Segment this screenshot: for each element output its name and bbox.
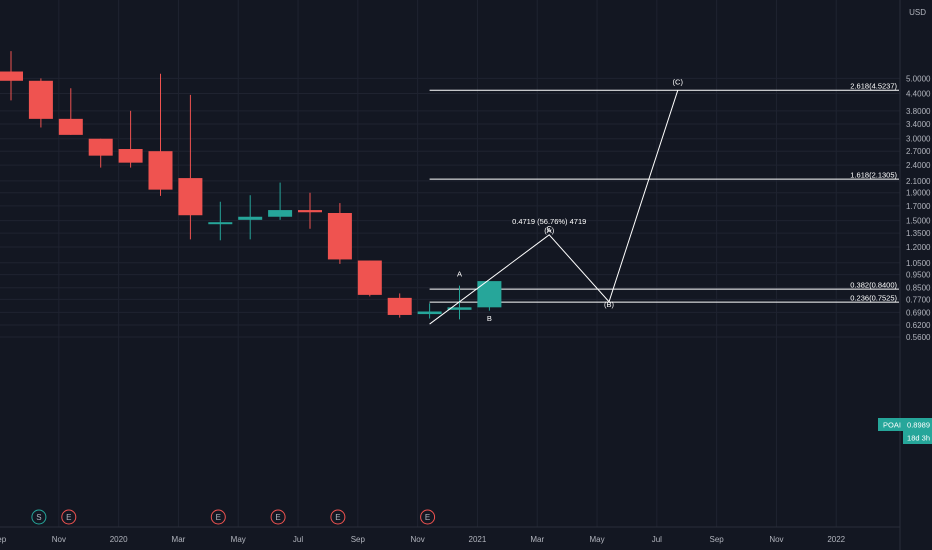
x-tick-label: Jul (293, 535, 303, 544)
x-tick-label: Jul (652, 535, 662, 544)
x-tick-label: 2022 (827, 535, 845, 544)
candle-body[interactable] (178, 178, 203, 216)
fib-label: 1.618(2.1305) (850, 171, 897, 180)
x-tick-label: May (589, 535, 604, 544)
x-tick-label: Mar (530, 535, 544, 544)
candle-body[interactable] (477, 281, 502, 308)
x-tick-label: Mar (172, 535, 186, 544)
event-marker-circle[interactable] (31, 509, 47, 525)
event-marker-circle[interactable] (61, 509, 77, 525)
countdown-label: 18d 3h (907, 434, 930, 443)
y-tick-label: 5.0000 (906, 74, 931, 83)
y-tick-label: 0.7700 (906, 295, 931, 304)
x-tick-label: Sep (351, 535, 366, 544)
wave-label: (B) (604, 300, 615, 309)
ticker-value: 0.8989 (907, 421, 930, 430)
candle-body[interactable] (0, 71, 23, 81)
event-marker-label: E (66, 513, 71, 522)
y-tick-label: 1.9000 (906, 189, 931, 198)
y-tick-label: 1.3500 (906, 229, 931, 238)
currency-label: USD (909, 8, 926, 17)
candle-body[interactable] (298, 210, 322, 213)
grid-lines (0, 0, 900, 527)
x-tick-label: Nov (411, 535, 425, 544)
x-axis: Sep Nov 2020 Mar May Jul Sep Nov 2021 Mar May Jul Se… (0, 535, 846, 544)
y-tick-label: 0.6200 (906, 321, 931, 330)
candle-body[interactable] (238, 216, 263, 220)
y-tick-label: 1.5000 (906, 217, 931, 226)
y-tick-label: 3.4000 (906, 120, 931, 129)
y-tick-label: 2.1000 (906, 177, 931, 186)
wave-label: (A) (544, 226, 555, 235)
event-marker-label: S (36, 513, 41, 522)
x-tick-label: Sep (0, 535, 7, 544)
candle-body[interactable] (148, 151, 173, 190)
candle-body[interactable] (28, 80, 53, 119)
fib-label: 0.236(0.7525) (850, 294, 897, 303)
candle-body[interactable] (88, 138, 113, 156)
candle-body[interactable] (447, 307, 472, 310)
wave-label: A (457, 269, 462, 278)
event-marker-label: E (275, 513, 280, 522)
x-tick-label: 2020 (110, 535, 128, 544)
event-marker-circle[interactable] (210, 509, 226, 525)
y-tick-label: 0.9500 (906, 271, 931, 280)
candle-body[interactable] (268, 210, 293, 217)
measure-label: 0.4719 (56.76%) 4719 (512, 217, 586, 226)
wave-line[interactable] (429, 90, 679, 325)
wave-drawing[interactable]: A B C(A) (B) (C) 0.4719 (56.76%) 4719 (429, 77, 684, 325)
candle-body[interactable] (417, 311, 442, 315)
ticker-badge[interactable]: POAI 0.8989 18d 3h (878, 418, 932, 444)
y-tick-label: 1.0500 (906, 259, 931, 268)
y-tick-label: 3.0000 (906, 135, 931, 144)
wave-label: (C) (673, 77, 684, 86)
wave-label: B (487, 314, 492, 323)
candle-body[interactable] (208, 222, 233, 225)
event-marker-circle[interactable] (330, 509, 346, 525)
x-tick-label: Sep (710, 535, 725, 544)
fib-levels: 2.618(4.5237) 1.618(2.1305) 0.382(0.8400) 0… (429, 82, 899, 303)
event-marker-label: E (335, 513, 340, 522)
x-tick-label: May (231, 535, 246, 544)
y-tick-label: 2.7000 (906, 147, 931, 156)
y-tick-label: 4.4000 (906, 90, 931, 99)
fib-label: 2.618(4.5237) (850, 82, 897, 91)
event-marker-circle[interactable] (270, 509, 286, 525)
y-tick-label: 1.2000 (906, 243, 931, 252)
x-tick-label: 2021 (469, 535, 487, 544)
y-axis: 5.0000 4.4000 3.8000 3.4000 3.0000 2.7000 2.40… (906, 74, 931, 342)
y-tick-label: 0.6900 (906, 308, 931, 317)
x-tick-label: Nov (769, 535, 783, 544)
candle-body[interactable] (58, 118, 83, 135)
y-tick-label: 1.7000 (906, 202, 931, 211)
candle-body[interactable] (327, 212, 352, 260)
event-marker-label: E (216, 513, 221, 522)
candle-body[interactable] (387, 297, 412, 315)
event-marker-label: E (425, 513, 430, 522)
y-tick-label: 3.8000 (906, 107, 931, 116)
wave-label: C (546, 224, 552, 233)
fib-label: 0.382(0.8400) (850, 281, 897, 290)
event-marker-circle[interactable] (420, 509, 436, 525)
x-tick-label: Nov (52, 535, 66, 544)
ticker-name: POAI (883, 421, 901, 430)
y-tick-label: 2.4000 (906, 161, 931, 170)
ticker-badge-bg (878, 418, 932, 431)
candle-body[interactable] (118, 149, 143, 163)
y-tick-label: 0.8500 (906, 284, 931, 293)
candle-body[interactable] (357, 260, 382, 295)
countdown-badge-bg (903, 431, 932, 444)
y-tick-label: 0.5600 (906, 333, 931, 342)
